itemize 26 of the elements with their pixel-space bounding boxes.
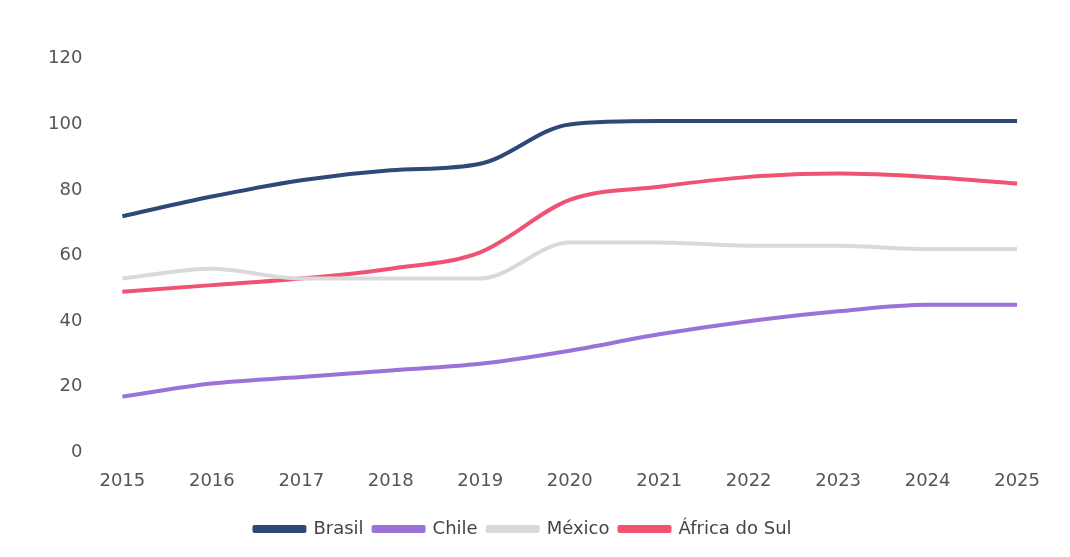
y-tick-label: 60: [59, 243, 83, 265]
x-tick-label: 2019: [457, 468, 504, 490]
x-tick-label: 2022: [725, 468, 772, 490]
line-series: [120, 302, 1020, 399]
legend-label: Chile: [432, 516, 478, 538]
x-tick-label: 2020: [546, 468, 593, 490]
y-tick-label: 20: [59, 374, 83, 396]
legend-label: Brasil: [313, 516, 364, 538]
y-tick-label: 100: [48, 112, 83, 134]
y-tick-label: 80: [59, 177, 83, 199]
legend-label: África do Sul: [678, 516, 792, 538]
x-tick-label: 2025: [994, 468, 1040, 490]
line-series: [120, 240, 1020, 281]
x-tick-label: 2024: [904, 468, 951, 490]
x-tick-label: 2023: [815, 468, 862, 490]
x-tick-label: 2018: [367, 468, 414, 490]
x-tick-label: 2016: [188, 468, 235, 490]
y-tick-label: 40: [59, 308, 83, 330]
x-tick-label: 2015: [99, 468, 146, 490]
legend-label: México: [546, 516, 610, 538]
x-tick-label: 2017: [278, 468, 325, 490]
line-series: [120, 119, 1020, 219]
y-tick-label: 120: [48, 46, 83, 68]
x-tick-label: 2021: [636, 468, 683, 490]
line-series: [120, 171, 1020, 294]
y-tick-label: 0: [70, 440, 83, 462]
